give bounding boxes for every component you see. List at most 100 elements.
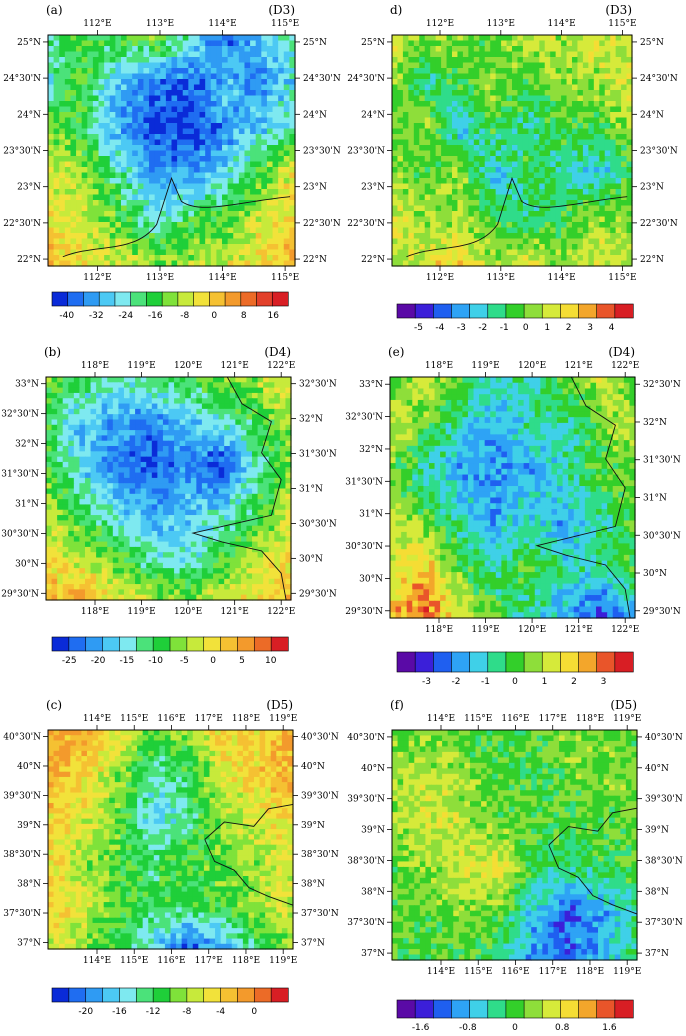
field-cell [274,493,281,500]
field-cell [216,139,223,146]
field-cell [626,183,633,190]
field-cell [501,167,508,174]
field-cell [289,40,296,47]
field-cell [70,134,77,141]
field-cell [533,260,540,267]
field-cell [615,134,622,141]
field-cell [115,68,122,75]
field-cell [561,216,568,223]
field-cell [539,255,546,262]
field-cell [430,200,437,207]
field-cell [59,90,66,97]
field-cell [115,205,122,212]
field-cell [76,128,83,135]
field-cell [193,51,201,58]
field-cell [51,387,58,394]
field-cell [577,238,584,245]
field-cell [566,172,573,179]
field-cell [604,90,611,97]
field-cell [238,211,246,218]
field-cell [205,46,212,53]
field-cell [87,211,94,218]
field-cell [182,139,189,146]
field-cell [274,499,281,506]
field-cell [435,238,442,245]
field-cell [157,387,164,394]
field-cell [201,456,209,463]
field-cell [430,178,437,185]
field-cell [115,227,122,234]
field-cell [224,446,231,452]
field-cell [48,211,55,218]
field-cell [462,90,469,97]
field-cell [272,238,279,245]
field-cell [588,84,595,91]
field-cell [238,51,246,58]
field-cell [593,178,600,185]
field-cell [213,414,220,421]
field-cell [446,150,453,157]
field-cell [490,161,497,168]
field-cell [162,451,170,458]
field-cell [53,227,60,234]
field-cell [210,255,218,262]
field-cell [599,205,606,212]
field-cell [446,249,453,256]
field-cell [577,249,584,256]
field-cell [593,73,600,80]
field-cell [48,35,55,42]
field-cell [120,205,128,212]
field-cell [561,194,568,201]
field-cell [397,123,404,130]
field-cell [430,255,437,262]
field-cell [201,440,209,447]
field-cell [126,95,133,102]
field-cell [626,40,633,47]
field-cell [73,430,81,437]
field-cell [550,128,557,135]
field-cell [157,392,164,399]
field-cell [123,430,131,437]
field-cell [610,183,617,190]
field-cell [235,435,242,442]
field-cell [205,211,212,218]
field-cell [70,84,77,91]
field-cell [544,189,551,196]
field-cell [64,244,72,251]
field-cell [70,139,77,146]
field-cell [289,139,296,146]
field-cell [123,403,131,410]
field-cell [278,156,285,163]
field-cell [62,424,69,431]
field-cell [501,68,508,75]
field-cell [626,106,633,113]
field-cell [544,128,551,135]
field-cell [132,106,139,113]
field-cell [572,40,579,47]
field-cell [441,249,448,256]
field-cell [582,40,589,47]
field-cell [98,233,105,240]
field-cell [137,40,145,47]
field-cell [162,488,170,495]
field-cell [53,189,60,196]
field-cell [59,156,66,163]
field-cell [129,483,136,490]
field-cell [550,84,557,91]
field-cell [76,139,83,146]
field-cell [528,194,535,201]
field-cell [233,112,240,119]
field-cell [397,249,404,256]
field-cell [64,205,72,212]
field-cell [402,255,409,262]
field-cell [157,430,164,437]
field-cell [517,172,524,179]
field-cell [572,167,579,174]
field-cell [109,167,116,174]
field-cell [599,62,606,69]
field-cell [48,167,55,174]
field-cell [112,387,119,394]
field-cell [135,440,142,447]
field-cell [160,244,167,251]
field-cell [154,46,161,53]
